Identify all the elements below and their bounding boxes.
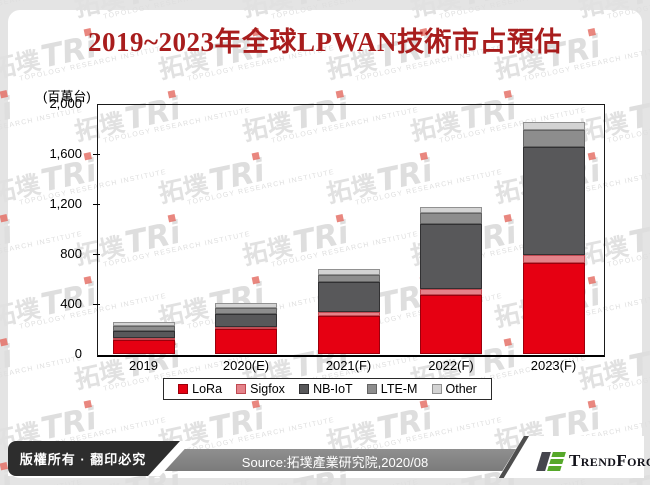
watermark-red-dot (0, 214, 8, 223)
bar-segment-Other (420, 206, 482, 213)
bar-segment-Other (522, 122, 585, 130)
legend-item-LoRa: LoRa (178, 382, 222, 396)
plot-area (97, 104, 605, 357)
bar-segment-LoRa (215, 329, 277, 354)
bar-segment-Other (317, 269, 380, 276)
legend-label: LTE-M (380, 382, 418, 396)
y-axis-tick-mark (93, 253, 100, 255)
watermark-red-dot (0, 90, 8, 99)
legend-label: LoRa (192, 382, 223, 396)
bar-segment-LTE-M (420, 213, 482, 224)
x-axis-label: 2022(F) (428, 358, 474, 373)
bar-segment-LTE-M (215, 308, 277, 314)
bar-segment-LoRa (522, 262, 585, 354)
bar-segment-Other (215, 303, 277, 309)
legend-item-Other: Other (431, 382, 477, 396)
bar-segment-LTE-M (317, 275, 380, 282)
bar-segment-LoRa (112, 339, 175, 354)
legend-item-Sigfox: Sigfox (236, 382, 285, 396)
legend-item-NB-IoT: NB-IoT (299, 382, 353, 396)
bar-segment-NB-IoT (215, 313, 277, 327)
bar-segment-NB-IoT (522, 147, 585, 256)
y-axis-tick-label: 1,600 (49, 146, 82, 161)
stacked-bar-2022(F) (420, 206, 482, 354)
bar-segment-NB-IoT (317, 281, 380, 312)
legend-swatch-icon (178, 384, 189, 394)
bar-segment-Sigfox (522, 255, 585, 263)
y-axis-tick-label: 400 (60, 296, 82, 311)
bar-segment-NB-IoT (420, 224, 482, 289)
bar-segment-LTE-M (112, 326, 175, 331)
x-axis-label: 2021(F) (325, 358, 372, 373)
stacked-bar-2021(F) (317, 269, 380, 354)
bar-segment-Sigfox (317, 311, 380, 316)
copyright-text: 版權所有 · 翻印必究 (19, 452, 147, 467)
watermark-red-dot (0, 462, 8, 471)
trendforce-logo-text: TrendForce (569, 451, 650, 470)
chart-legend: LoRa Sigfox NB-IoT LTE-M Other (163, 378, 492, 400)
stacked-bar-2020(E) (215, 303, 277, 354)
bar-segment-LTE-M (522, 129, 585, 148)
source-text: Source:拓墣產業研究院,2020/08 (241, 455, 429, 470)
y-axis-tick-label: 2,000 (49, 96, 82, 111)
legend-swatch-icon (236, 384, 247, 394)
legend-label: NB-IoT (313, 382, 353, 396)
stacked-bar-2023(F) (522, 122, 585, 354)
y-axis-unit-label: (百萬台) (43, 89, 91, 104)
stacked-bar-2019 (112, 321, 175, 354)
bar-segment-NB-IoT (112, 330, 175, 338)
legend-item-LTE-M: LTE-M (366, 382, 418, 396)
y-axis-tick-mark (93, 203, 100, 205)
y-axis-tick-label: 800 (60, 246, 82, 261)
bar-segment-Sigfox (420, 289, 482, 295)
x-axis-label: 2020(E) (222, 358, 270, 373)
x-axis-label: 2023(F) (530, 358, 577, 373)
chart-title: 2019~2023年全球LPWAN技術市占預估 (87, 27, 563, 57)
y-axis-tick-mark (93, 303, 100, 305)
bar-segment-Sigfox (215, 327, 277, 329)
bar-segment-Other (112, 321, 175, 327)
legend-label: Sigfox (250, 382, 285, 396)
x-axis-label: 2019 (129, 358, 158, 373)
legend-swatch-icon (431, 384, 442, 394)
watermark-red-dot (0, 338, 8, 347)
y-axis-tick-mark (93, 153, 100, 155)
bar-segment-LoRa (420, 295, 482, 354)
y-axis-tick-label: 1,200 (49, 196, 82, 211)
y-axis-tick-label: 0 (74, 346, 82, 361)
bar-segment-LoRa (317, 315, 380, 354)
legend-label: Other (445, 382, 477, 396)
legend-swatch-icon (299, 384, 310, 394)
footer-copyright-ribbon (8, 441, 180, 476)
legend-swatch-icon (366, 384, 377, 394)
